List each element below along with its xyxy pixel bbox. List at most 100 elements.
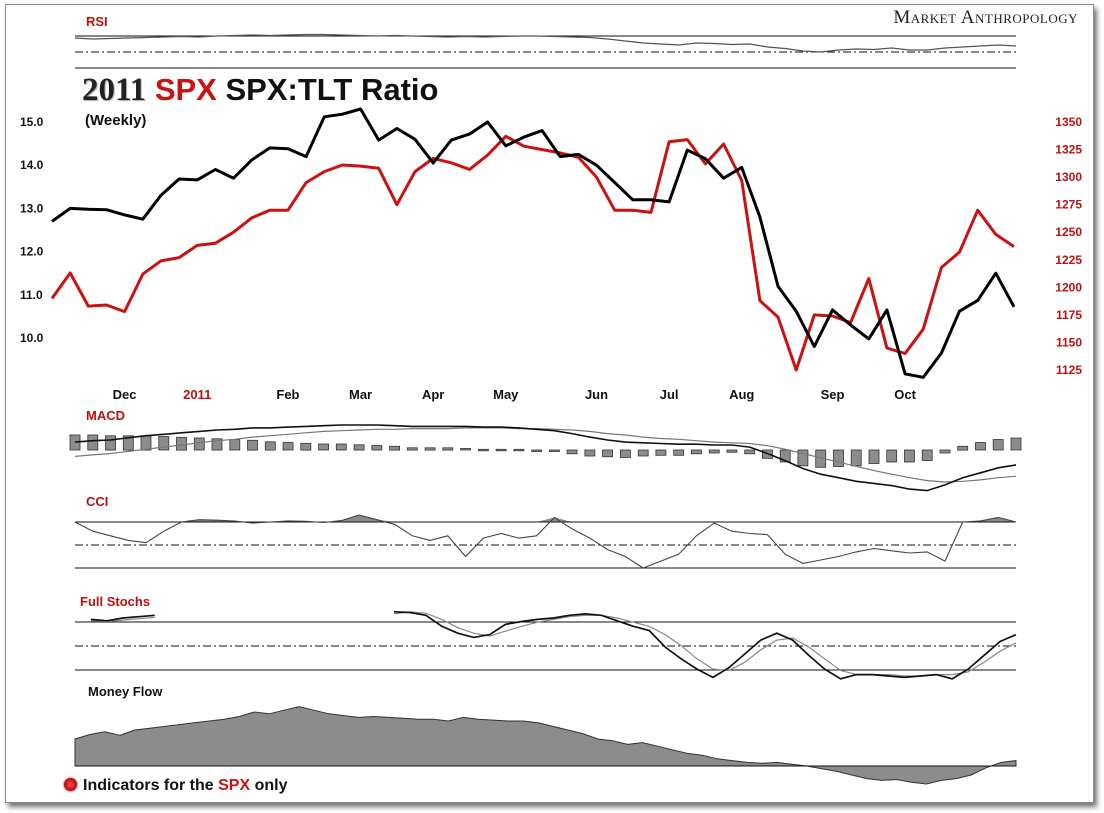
macd-histogram-bar [477, 448, 489, 452]
x-axis-tick: Sep [821, 387, 845, 402]
macd-histogram-bar [708, 449, 720, 454]
macd-histogram-bar [229, 439, 241, 451]
left-axis-tick: 14.0 [20, 158, 44, 172]
macd-histogram-bar [282, 442, 294, 451]
right-axis-tick: 1350 [1055, 115, 1082, 129]
right-axis-tick: 1175 [1056, 308, 1082, 322]
stochs-k-line [90, 610, 1017, 680]
macd-label: MACD [86, 408, 125, 423]
chart-title-ticker: SPX [154, 72, 217, 107]
macd-histogram-bar [655, 449, 667, 456]
macd-histogram-bar [122, 435, 134, 451]
macd-histogram-bar [992, 439, 1004, 451]
right-axis-tick: 1275 [1055, 198, 1082, 212]
macd-histogram-bar [957, 445, 969, 451]
x-axis-tick: Apr [422, 387, 444, 402]
macd-signal-line [74, 427, 1017, 483]
footnote-suffix: only [250, 777, 288, 794]
macd-histogram-bar [442, 447, 454, 451]
series-line-ratio [51, 107, 1016, 379]
bullet-icon [64, 778, 77, 791]
macd-histogram-bar [300, 442, 312, 451]
chart-title-year: 2011 [82, 72, 147, 108]
macd-histogram-bar [779, 449, 791, 463]
x-axis-tick: Feb [276, 387, 299, 402]
chart-subtitle: (Weekly) [85, 112, 147, 129]
macd-histogram-bar [176, 436, 187, 451]
left-axis-tick: 11.0 [20, 288, 43, 302]
macd-histogram-bar [637, 449, 649, 457]
cci-line [74, 514, 1017, 569]
right-axis-tick: 1125 [1056, 363, 1082, 377]
macd-histogram-bar [549, 449, 560, 452]
right-axis-tick: 1250 [1055, 225, 1082, 239]
chart-title-rest: SPX:TLT Ratio [225, 72, 439, 107]
macd-histogram-bar [850, 449, 862, 467]
macd-histogram-bar [247, 439, 258, 451]
macd-histogram-bar [833, 449, 844, 467]
cci-label: CCI [86, 494, 108, 509]
right-axis-tick: 1325 [1055, 143, 1082, 157]
macd-histogram-bar [620, 449, 631, 458]
macd-histogram-bar [797, 449, 809, 467]
macd-histogram-bar [140, 435, 152, 451]
money-flow-area [74, 706, 1017, 785]
macd-histogram-bar [158, 436, 170, 451]
brand-logo-text: Market Anthropology [893, 7, 1078, 28]
macd-histogram-bar [904, 449, 915, 463]
macd-histogram-bar [389, 445, 401, 451]
footnote-ticker: SPX [218, 777, 251, 794]
stochs-label: Full Stochs [80, 594, 150, 609]
left-axis-tick: 10.0 [20, 331, 44, 345]
macd-histogram-bar [193, 437, 205, 451]
x-axis-tick: Dec [113, 387, 137, 402]
macd-histogram-bar [886, 449, 898, 463]
macd-histogram-bar [353, 444, 365, 451]
macd-histogram-bar [673, 449, 685, 456]
macd-histogram-bar [602, 449, 613, 458]
x-axis-tick: Mar [349, 387, 372, 402]
macd-histogram-bar [335, 443, 347, 451]
macd-histogram-bar [921, 449, 933, 461]
macd-histogram-bar [939, 449, 951, 454]
stochs-d-line [90, 611, 1017, 677]
macd-histogram-bar [371, 445, 383, 451]
x-axis-tick: 2011 [183, 387, 211, 402]
right-axis-tick: 1150 [1056, 335, 1082, 349]
x-axis-tick: Jun [585, 387, 608, 402]
macd-histogram-bar [726, 449, 738, 453]
right-axis-tick: 1300 [1055, 170, 1082, 184]
macd-histogram-bar [691, 449, 702, 455]
rsi-line [74, 33, 1017, 53]
footnote-prefix: Indicators for the [83, 777, 219, 794]
right-axis-tick: 1200 [1055, 280, 1082, 294]
macd-histogram-bar [531, 449, 542, 452]
macd-histogram-bar [211, 438, 223, 451]
macd-histogram-bar [406, 447, 418, 451]
macd-histogram-bar [105, 435, 116, 451]
x-axis-tick: Oct [894, 387, 916, 402]
macd-histogram-bar [318, 443, 330, 451]
macd-histogram-bar [513, 448, 525, 452]
rsi-label: RSI [86, 14, 108, 29]
macd-histogram-bar [566, 449, 578, 455]
series-line-spx [50, 134, 1015, 372]
macd-histogram-bar [495, 448, 507, 452]
macd-histogram-bar [87, 434, 99, 451]
macd-histogram-bar [744, 449, 756, 455]
macd-histogram-bar [1010, 437, 1022, 451]
cci-overbought-area [75, 515, 1016, 522]
macd-histogram-bar [264, 441, 276, 451]
left-axis-tick: 12.0 [20, 245, 44, 259]
x-axis-tick: Jul [660, 387, 679, 402]
left-axis-tick: 15.0 [20, 115, 44, 129]
left-axis-tick: 13.0 [20, 201, 44, 215]
macd-histogram-bar [975, 442, 986, 451]
macd-histogram-bar [868, 449, 880, 464]
footnote: Indicators for the SPX only [64, 777, 287, 795]
macd-histogram-bar [460, 448, 472, 451]
macd-histogram-bar [584, 449, 596, 457]
macd-line [74, 424, 1017, 492]
x-axis-tick: May [493, 387, 519, 402]
